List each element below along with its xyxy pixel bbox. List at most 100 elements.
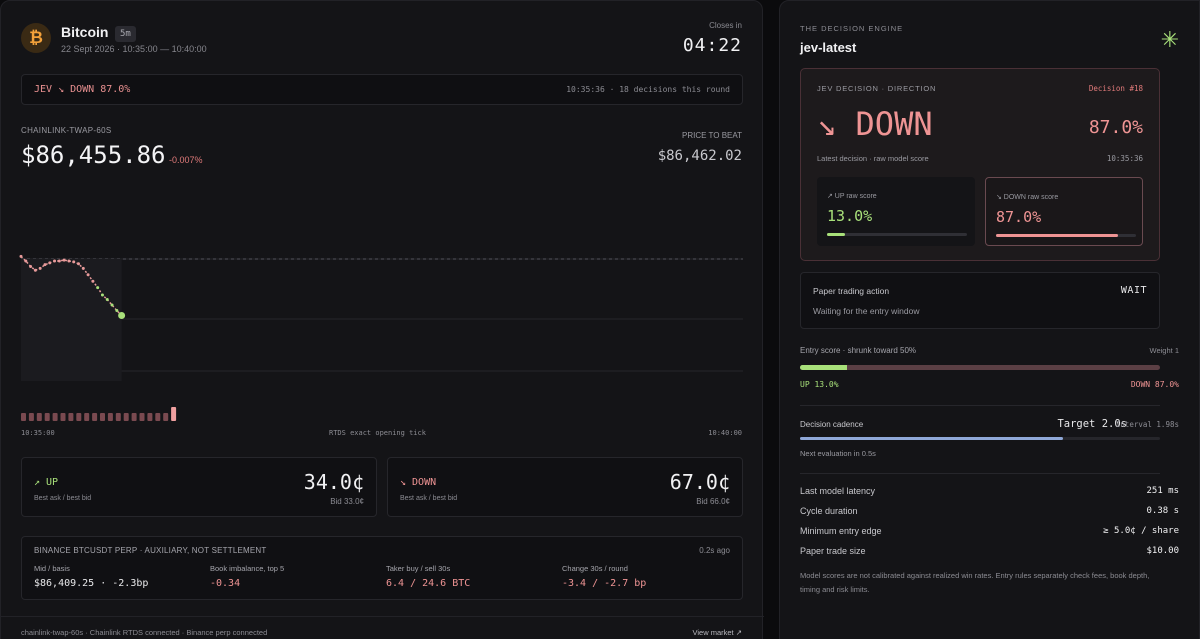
round-date-range: 22 Sept 2026 · 10:35:00 — 10:40:00 xyxy=(61,44,207,54)
tick-marker xyxy=(147,413,153,421)
price-point xyxy=(110,303,114,307)
countdown-timer: 04:22 xyxy=(682,35,742,56)
engine-name: jev-latest xyxy=(800,40,857,55)
price-point xyxy=(24,259,28,263)
entry-up-value: UP 13.0% xyxy=(800,380,839,389)
cadence-target: Target 2.0s xyxy=(1057,418,1127,430)
tick-marker xyxy=(84,413,90,421)
price-change: -0.007% xyxy=(169,155,203,165)
tick-marker xyxy=(36,413,42,421)
entry-score-label: Entry score · shrunk toward 50% xyxy=(800,346,917,355)
tick-marker xyxy=(155,413,161,421)
stat-label: Last model latency xyxy=(800,486,876,496)
down-score-box: ↘ DOWN raw score 87.0% xyxy=(985,177,1143,246)
decision-engine-panel: THE DECISION ENGINE jev-latest ✳ JEV DEC… xyxy=(779,0,1200,639)
price-point xyxy=(43,263,47,267)
paper-title: Paper trading action xyxy=(813,286,890,296)
tick-marker xyxy=(21,413,26,421)
binance-title: BINANCE BTCUSDT PERP · AUXILIARY, NOT SE… xyxy=(34,546,267,555)
price-point xyxy=(96,286,100,290)
paper-action: WAIT xyxy=(1120,285,1147,296)
tick-marker xyxy=(163,413,169,421)
stat-value: $10.00 xyxy=(1146,546,1179,556)
down-score-track xyxy=(996,234,1136,237)
cadence-fill xyxy=(800,437,1063,440)
price-chart-svg xyxy=(19,254,743,421)
up-score-value: 13.0% xyxy=(827,207,873,225)
tick-marker xyxy=(68,413,74,421)
opening-tick-label: RTDS exact opening tick xyxy=(329,429,426,437)
price-point xyxy=(38,266,42,270)
down-side-card[interactable]: ↘ DOWN Best ask / best bid 67.0¢ Bid 66.… xyxy=(387,457,743,517)
price-to-beat-label: PRICE TO BEAT xyxy=(681,131,742,140)
price-point xyxy=(100,293,104,297)
tick-marker xyxy=(107,413,113,421)
current-tick-marker xyxy=(171,407,177,421)
tick-marker xyxy=(76,413,82,421)
decision-card: JEV DECISION · DIRECTION Decision #18 ↘ … xyxy=(800,68,1160,261)
entry-score-track xyxy=(800,365,1160,370)
price-point xyxy=(81,266,85,270)
tick-marker xyxy=(139,413,145,421)
up-side-bid: Bid 33.0¢ xyxy=(330,497,364,506)
price-point xyxy=(53,259,57,263)
price-point xyxy=(57,259,61,263)
sparkle-icon: ✳ xyxy=(1160,27,1179,52)
binance-age: 0.2s ago xyxy=(699,546,730,555)
asset-name: Bitcoin xyxy=(61,24,109,40)
up-side-card[interactable]: ↗ UP Best ask / best bid 34.0¢ Bid 33.0¢ xyxy=(21,457,377,517)
tick-marker xyxy=(123,413,129,421)
price-point xyxy=(72,260,76,264)
price-chart xyxy=(1,201,764,431)
binance-col-value: 6.4 / 24.6 BTC xyxy=(386,578,471,589)
down-side-title: ↘ DOWN xyxy=(400,477,437,488)
cadence-interval: Interval 1.98s xyxy=(1115,420,1179,429)
feed-label: CHAINLINK-TWAP-60S xyxy=(21,126,112,135)
binance-col-label: Mid / basis xyxy=(34,564,70,573)
axis-start-time: 10:35:00 xyxy=(21,429,55,437)
entry-score-fill xyxy=(800,365,847,370)
price-point xyxy=(48,261,52,265)
current-price-point xyxy=(118,311,126,319)
binance-col-value: $86,409.25 · -2.3bp xyxy=(34,578,149,589)
tick-marker xyxy=(131,413,137,421)
latest-decision-label: Latest decision · raw model score xyxy=(817,154,929,163)
tick-marker xyxy=(60,413,66,421)
price-point xyxy=(76,262,80,266)
view-market-link[interactable]: View market ↗ xyxy=(692,628,743,637)
entry-weight: Weight 1 xyxy=(1149,346,1179,355)
binance-col-label: Change 30s / round xyxy=(562,564,628,573)
price-point xyxy=(29,265,33,269)
tick-marker xyxy=(100,413,105,421)
price-point xyxy=(19,254,23,258)
divider xyxy=(800,405,1160,406)
up-score-label: ↗ UP raw score xyxy=(827,193,877,200)
entry-down-value: DOWN 87.0% xyxy=(1130,380,1179,389)
market-panel: ₿ Bitcoin 5m 22 Sept 2026 · 10:35:00 — 1… xyxy=(0,0,764,639)
engine-label: THE DECISION ENGINE xyxy=(800,24,904,33)
binance-col-value: -3.4 / -2.7 bp xyxy=(562,578,647,589)
latest-decision-time: 10:35:36 xyxy=(1106,154,1143,163)
next-evaluation: Next evaluation in 0.5s xyxy=(800,449,876,458)
stat-label: Paper trade size xyxy=(800,546,866,556)
down-score-fill xyxy=(996,234,1118,237)
tick-marker xyxy=(92,413,98,421)
bitcoin-icon: ₿ xyxy=(21,23,51,53)
down-side-bid: Bid 66.0¢ xyxy=(696,497,730,506)
up-score-box: ↗ UP raw score 13.0% xyxy=(817,177,975,246)
price-point xyxy=(105,298,109,302)
connection-status: chainlink-twap-60s · Chainlink RTDS conn… xyxy=(21,628,268,637)
price-point xyxy=(115,309,119,313)
stat-value: ≥ 5.0¢ / share xyxy=(1103,526,1179,536)
price-point xyxy=(67,259,71,263)
stat-value: 251 ms xyxy=(1146,486,1179,496)
paper-sub: Waiting for the entry window xyxy=(813,306,920,316)
binance-col-label: Taker buy / sell 30s xyxy=(386,564,451,573)
decision-confidence: 87.0% xyxy=(1088,117,1143,138)
price-point xyxy=(86,273,90,277)
price-point xyxy=(91,279,95,283)
price-point xyxy=(62,258,66,262)
up-side-title: ↗ UP xyxy=(34,477,59,488)
up-side-price: 34.0¢ xyxy=(303,470,364,494)
up-score-fill xyxy=(827,233,846,236)
